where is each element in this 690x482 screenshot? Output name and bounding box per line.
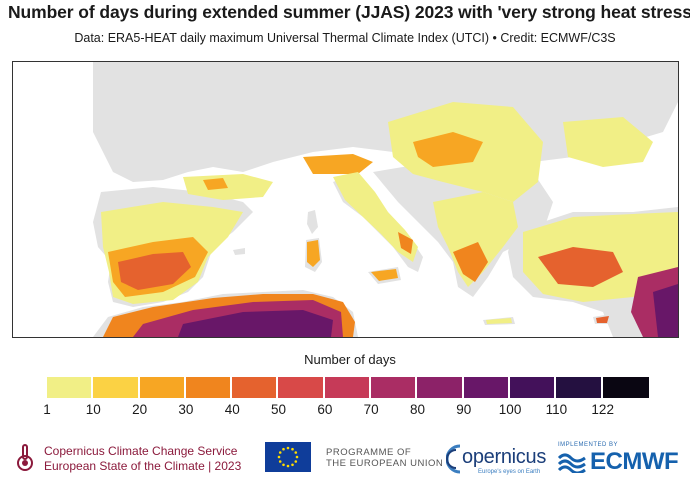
shade-crete [486, 318, 512, 324]
land-corsica [307, 210, 318, 234]
eu-programme-label: PROGRAMME OF THE EUROPEAN UNION [326, 447, 443, 469]
legend-tick-label: 110 [545, 402, 568, 417]
shade-hungary-mid [413, 132, 483, 167]
map-subtitle: Data: ERA5-HEAT daily maximum Universal … [74, 31, 616, 45]
eu-star [282, 447, 285, 451]
legend-tick-label: 60 [317, 402, 333, 417]
c3s-line2: European State of the Climate | 2023 [44, 459, 242, 473]
copernicus-wordmark: opernicus [462, 446, 547, 468]
shade-cyprus [596, 316, 609, 323]
footer: Copernicus Climate Change Service Europe… [0, 436, 690, 482]
shade-anatolia-mid [538, 247, 623, 287]
eu-star [286, 446, 290, 450]
eu-star [291, 447, 294, 451]
eu-star [278, 451, 282, 454]
map-svg [93, 62, 678, 337]
c3s-thermometer-icon [17, 444, 33, 471]
shade-levant-extreme [653, 284, 678, 337]
legend-tick-label: 90 [456, 402, 472, 417]
map-title: Number of days during extended summer (J… [8, 2, 690, 22]
legend-swatch [509, 377, 557, 398]
heat-stress-map [12, 61, 679, 338]
eu-flag-icon [265, 442, 311, 472]
legend-swatch [417, 377, 464, 398]
legend-tick-label: 40 [224, 402, 240, 417]
eu-line2: THE EUROPEAN UNION [326, 458, 444, 469]
copernicus-logo-icon [446, 444, 461, 474]
eu-star [291, 463, 294, 467]
legend-tick-label: 100 [498, 402, 522, 417]
legend-swatch [602, 377, 649, 398]
legend-swatch [185, 377, 233, 398]
eu-star [294, 460, 298, 463]
shade-sicily [371, 269, 398, 281]
eu-star [277, 455, 281, 459]
legend-swatch [93, 377, 140, 398]
legend-swatch [139, 377, 186, 398]
legend-tick-label: 50 [271, 402, 287, 417]
legend-swatch [556, 377, 603, 398]
eu-star [294, 451, 298, 454]
ecmwf-wave-icon [557, 453, 586, 473]
shade-france-mid [203, 178, 228, 190]
legend-swatch [371, 377, 418, 398]
shade-sardinia [307, 240, 320, 267]
legend-swatch [47, 377, 94, 398]
ecmwf-implemented-by: IMPLEMENTED BY [558, 442, 619, 448]
shade-italy-low [333, 172, 418, 262]
legend-colorbar [47, 377, 649, 398]
legend-swatch [232, 377, 279, 398]
eu-star [286, 464, 290, 468]
copernicus-tagline: Europe's eyes on Earth [478, 469, 541, 475]
legend-ticks: 1 10 20 30 40 50 60 70 80 90 100 110 122 [0, 402, 690, 420]
land-balearics [233, 248, 245, 255]
shade-balkan-south [433, 192, 518, 287]
eu-star [282, 463, 285, 467]
ecmwf-wordmark: ECMWF [590, 448, 679, 475]
shade-italy-mid [398, 232, 413, 254]
shade-greece-mid [453, 242, 488, 282]
legend-tick-label: 20 [132, 402, 148, 417]
shade-po-valley [303, 154, 373, 174]
eu-line1: PROGRAMME OF [326, 447, 412, 458]
c3s-line1: Copernicus Climate Change Service [44, 444, 238, 458]
eu-star [278, 460, 282, 463]
legend-swatch [324, 377, 372, 398]
legend-tick-label: 70 [363, 402, 379, 417]
legend-tick-label: 80 [409, 402, 425, 417]
c3s-label: Copernicus Climate Change Service Europe… [44, 444, 241, 474]
shade-iberia-high [118, 252, 191, 290]
legend-tick-label: 30 [178, 402, 194, 417]
shade-ukraine [563, 117, 653, 167]
legend-swatch [278, 377, 325, 398]
legend-title: Number of days [304, 352, 396, 367]
legend-tick-label: 1 [43, 402, 51, 417]
eu-star [295, 455, 299, 459]
legend-tick-label: 122 [591, 402, 614, 417]
legend-swatch [463, 377, 510, 398]
legend-tick-label: 10 [85, 402, 101, 417]
heat-shading [101, 102, 678, 337]
shade-africa-extreme [178, 310, 333, 337]
